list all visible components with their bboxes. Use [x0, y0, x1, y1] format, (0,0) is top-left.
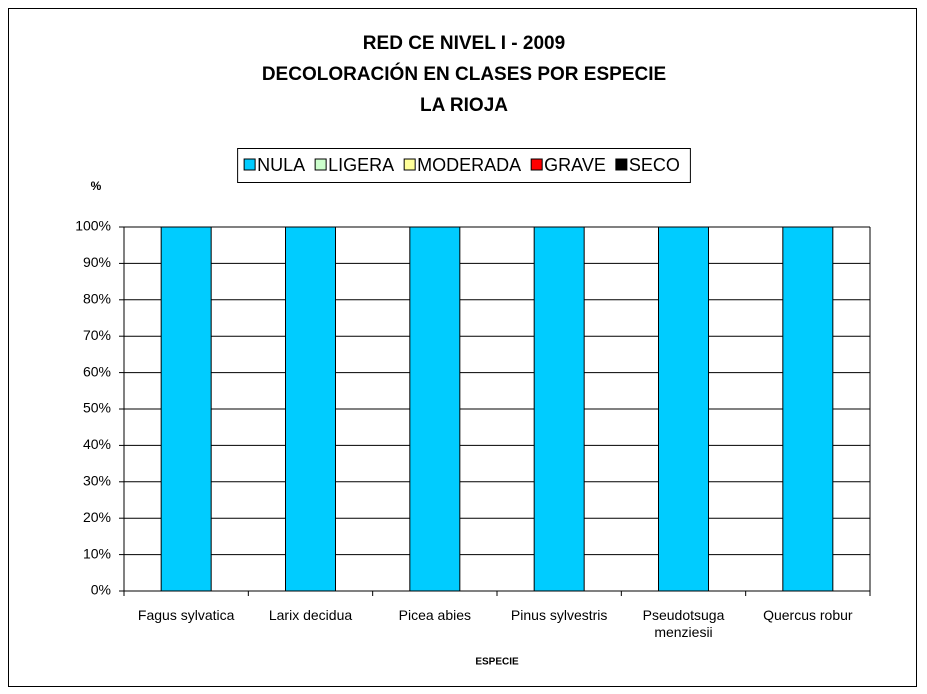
y-tick-label: 100%	[75, 218, 111, 234]
legend-swatch	[314, 158, 327, 171]
bar-segment	[409, 226, 461, 592]
legend-swatch	[403, 158, 416, 171]
y-tick-label: 10%	[83, 545, 111, 561]
y-tick-label: 40%	[83, 436, 111, 452]
chart-title: DECOLORACIÓN EN CLASES POR ESPECIE	[262, 63, 666, 85]
y-tick-label: 0%	[91, 582, 111, 598]
bar-segment	[533, 226, 585, 592]
chart-title: RED CE NIVEL I - 2009	[363, 33, 565, 54]
legend-box	[237, 148, 691, 183]
bar-segment	[285, 226, 336, 592]
y-tick-label: 60%	[83, 363, 111, 379]
legend-label: MODERADA	[417, 155, 521, 175]
y-tick-label: 20%	[83, 509, 111, 525]
legend-label: NULA	[257, 155, 305, 175]
y-tick-label: 80%	[83, 291, 111, 307]
x-tick-label: Pinus sylvestris	[510, 607, 608, 623]
chart-border	[8, 8, 917, 687]
legend-label: LIGERA	[328, 155, 394, 175]
bar-segment	[782, 226, 834, 592]
legend-swatch	[530, 158, 543, 171]
x-tick-label: Quercus robur	[763, 607, 853, 623]
bar-segment	[160, 226, 212, 592]
y-tick-label: 90%	[83, 254, 111, 270]
y-tick-label: 30%	[83, 473, 111, 489]
y-tick-label: 50%	[83, 400, 111, 416]
legend-swatch	[243, 158, 256, 171]
chart-title: LA RIOJA	[420, 95, 508, 116]
x-tick-label: Picea abies	[398, 607, 472, 623]
x-axis-label: ESPECIE	[475, 657, 519, 668]
legend-swatch	[615, 158, 628, 171]
legend-label: GRAVE	[544, 155, 606, 175]
x-tick-label: Fagus sylvatica	[137, 607, 235, 623]
x-tick-label: Pseudotsuga menziesii	[642, 607, 725, 640]
y-axis-label: %	[91, 179, 102, 193]
y-tick-label: 70%	[83, 327, 111, 343]
bar-segment	[658, 226, 709, 592]
x-tick-label: Larix decidua	[268, 607, 353, 623]
legend-label: SECO	[629, 155, 680, 175]
